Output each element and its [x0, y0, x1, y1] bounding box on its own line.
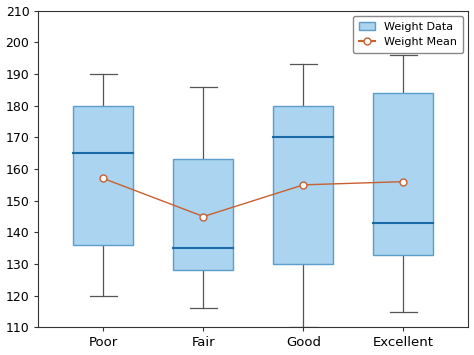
Bar	[173, 159, 234, 271]
Bar	[73, 106, 134, 245]
Bar	[273, 106, 333, 264]
Bar	[374, 93, 433, 255]
Legend: Weight Data, Weight Mean: Weight Data, Weight Mean	[353, 16, 463, 53]
